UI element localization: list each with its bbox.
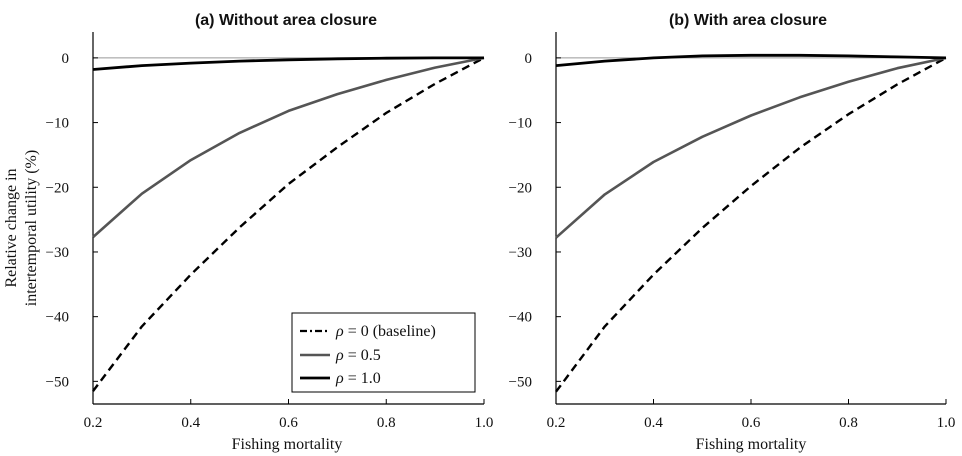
legend-label-rho0: ρ = 0 (baseline): [335, 323, 436, 340]
legend-text-rho05: = 0.5: [344, 347, 381, 364]
legend-text-rho1: = 1.0: [344, 370, 381, 387]
y-tick-label-a: −10: [46, 116, 69, 132]
panel-b-title: (b) With area closure: [669, 12, 827, 29]
x-tick-label-b: 0.2: [547, 415, 566, 431]
y-tick-label-a: −20: [46, 180, 69, 196]
legend-symbol-rho1: ρ: [335, 370, 344, 387]
y-tick-label-a: −50: [46, 374, 69, 390]
y-tick-label-b: −30: [509, 245, 532, 261]
series-line-rho1-a: [92, 56, 484, 71]
y-axis-label-line1: Relative change in: [3, 168, 20, 287]
y-tick-label-b: 0: [525, 51, 533, 67]
legend-text-rho0: = 0 (baseline): [344, 323, 436, 340]
legend-label-rho1: ρ = 1.0: [335, 370, 381, 387]
series-line-rho05-b: [555, 56, 947, 239]
series-line-rho0-a: [92, 56, 485, 392]
y-tick-label-b: −50: [509, 374, 532, 390]
legend-symbol-rho0: ρ: [335, 323, 344, 340]
panel-a-title: (a) Without area closure: [195, 12, 377, 29]
y-tick-label-a: −40: [46, 310, 69, 326]
x-tick-label-a: 1.0: [475, 415, 494, 431]
y-tick-label-b: −40: [509, 310, 532, 326]
legend-symbol-rho05: ρ: [335, 347, 344, 364]
x-tick-label-b: 1.0: [937, 415, 956, 431]
plot-b: 0 −10 −20 −30 −40 −50 0.2 0.4 0.6 0.8 1.0: [509, 32, 956, 431]
x-tick-label-a: 0.6: [279, 415, 298, 431]
x-tick-label-b: 0.6: [742, 415, 761, 431]
plot-a: 0 −10 −20 −30 −40 −50 0.2 0.4 0.6 0.8 1.0: [46, 32, 494, 431]
y-tick-label-b: −20: [509, 180, 532, 196]
panel-b-x-axis-label: Fishing mortality: [696, 436, 807, 453]
x-tick-label-b: 0.8: [839, 415, 858, 431]
x-tick-label-b: 0.4: [644, 415, 663, 431]
x-tick-label-a: 0.8: [377, 415, 396, 431]
panel-a-without-closure: (a) Without area closure 0 −10 −20 −30 −40 −5…: [46, 12, 494, 453]
x-tick-label-a: 0.4: [181, 415, 200, 431]
legend: ρ = 0 (baseline) ρ = 0.5 ρ = 1.0: [291, 312, 476, 393]
y-tick-label-a: −30: [46, 245, 69, 261]
legend-label-rho05: ρ = 0.5: [335, 347, 381, 364]
y-tick-label-b: −10: [509, 116, 532, 132]
y-axis-label-line2: intertemporal utility (%): [23, 150, 40, 306]
series-line-rho1-b: [555, 53, 947, 67]
series-line-rho0-b: [555, 56, 947, 393]
x-tick-label-a: 0.2: [84, 415, 103, 431]
panel-b-with-closure: (b) With area closure 0 −10 −20 −30 −40 −50 0.…: [509, 12, 956, 453]
series-line-rho05-a: [92, 56, 485, 239]
y-tick-label-a: 0: [62, 51, 70, 67]
panel-a-x-axis-label: Fishing mortality: [232, 436, 343, 453]
